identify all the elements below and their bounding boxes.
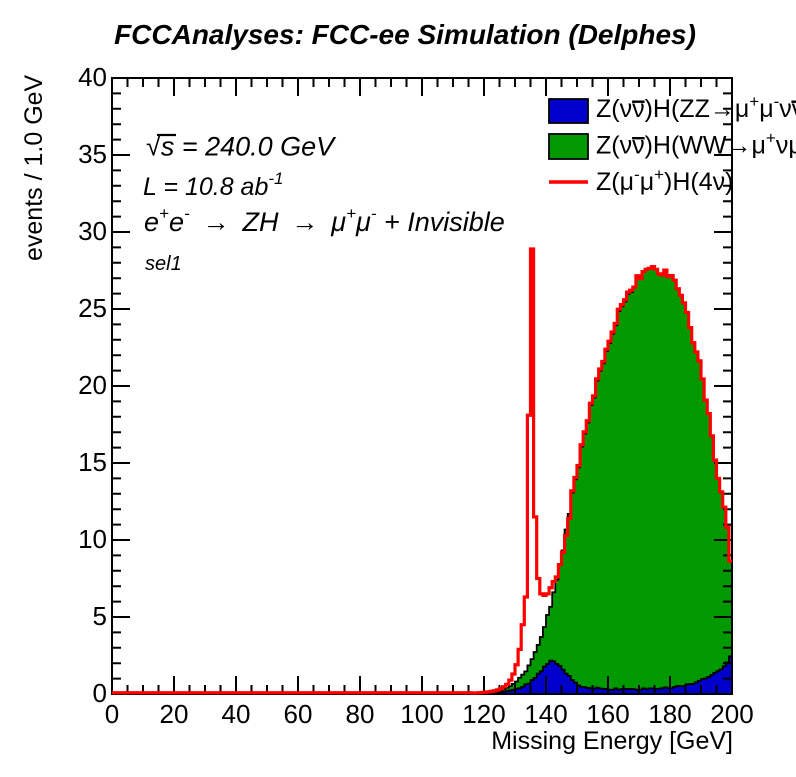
svg-text:180: 180: [648, 699, 691, 729]
svg-text:30: 30: [78, 216, 107, 246]
svg-text:40: 40: [222, 699, 251, 729]
svg-text:sel1: sel1: [145, 253, 182, 275]
svg-text:20: 20: [78, 370, 107, 400]
svg-text:120: 120: [462, 699, 505, 729]
svg-text:L = 10.8 ab-1: L = 10.8 ab-1: [143, 169, 283, 201]
svg-text:160: 160: [586, 699, 629, 729]
svg-text:0: 0: [93, 678, 107, 708]
svg-text:15: 15: [78, 447, 107, 477]
svg-text:Z(μ-μ+)H(4ν): Z(μ-μ+)H(4ν): [596, 165, 733, 196]
svg-text:25: 25: [78, 293, 107, 323]
svg-text:Z(νν)H(ZZ→μ+μ-νν: Z(νν)H(ZZ→μ+μ-νν: [596, 92, 796, 123]
svg-text:5: 5: [93, 601, 107, 631]
svg-text:FCCAnalyses: FCC-ee Simulation: FCCAnalyses: FCC-ee Simulation (Delphes): [114, 19, 696, 50]
svg-text:events / 1.0 GeV: events / 1.0 GeV: [20, 74, 48, 261]
svg-text:Z(νν)H(WW→μ+νμ: Z(νν)H(WW→μ+νμ: [596, 129, 796, 160]
svg-text:e+e- → ZH → μ+μ- + Invisib: e+e- → ZH → μ+μ- + Invisible: [144, 204, 505, 237]
svg-text:100: 100: [400, 699, 443, 729]
svg-text:10: 10: [78, 524, 107, 554]
svg-text:Missing Energy [GeV]: Missing Energy [GeV]: [491, 727, 733, 755]
svg-text:200: 200: [710, 699, 753, 729]
svg-text:80: 80: [346, 699, 375, 729]
svg-text:35: 35: [78, 139, 107, 169]
svg-text:60: 60: [284, 699, 313, 729]
svg-text:140: 140: [524, 699, 567, 729]
svg-text:40: 40: [78, 62, 107, 92]
svg-text:0: 0: [105, 699, 119, 729]
svg-text:20: 20: [160, 699, 189, 729]
svg-text:√s = 240.0 GeV: √s = 240.0 GeV: [146, 132, 337, 162]
